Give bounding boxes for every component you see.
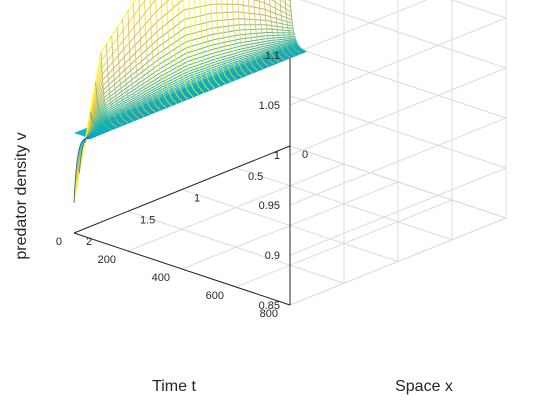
mesh-rib (274, 0, 291, 59)
mesh-rib (264, 0, 280, 63)
mesh-rib (138, 0, 156, 113)
mesh-rib (199, 0, 215, 89)
x-tick-label: 0 (302, 149, 308, 161)
mesh-rib (215, 0, 231, 83)
surface-mesh (73, 0, 307, 204)
mesh-rib (253, 0, 269, 67)
mesh-rib (106, 43, 123, 126)
t-tick-label: 400 (152, 272, 170, 284)
mesh-line (75, 0, 292, 177)
mesh-rib (210, 0, 226, 85)
z-tick-label: 0.9 (265, 250, 280, 262)
mesh-rib (127, 11, 145, 117)
z-tick-label: 0.85 (259, 300, 280, 312)
mesh-rib (166, 0, 183, 102)
mesh-rib (232, 0, 248, 76)
mesh-line (74, 0, 292, 188)
mesh-line (74, 0, 292, 182)
axes-grid (73, 0, 507, 306)
mesh-rib (161, 0, 177, 104)
mesh-rib (84, 132, 102, 143)
mesh-rib (89, 112, 107, 133)
tick-labels: 0.85 0.9 0.95 1 1.05 1.1 0 200 400 600 800 0 0.5 1 1.5… (56, 50, 308, 320)
mesh-line (73, 0, 291, 195)
z-tick-label: 1.05 (259, 100, 280, 112)
grid-line (289, 217, 507, 306)
mesh-rib (258, 0, 275, 65)
mesh-rib (188, 0, 204, 93)
mesh-rib (172, 0, 188, 100)
mesh-rib (79, 135, 96, 173)
grid-line (235, 199, 453, 288)
t-tick-label: 200 (98, 254, 116, 266)
mesh-rib (204, 0, 221, 87)
x-axis-label: Space x (395, 378, 453, 395)
x-tick-label: 2 (86, 236, 92, 248)
mesh-rib (242, 0, 258, 72)
mesh-rib (122, 19, 140, 120)
mesh-rib (116, 27, 134, 122)
t-tick-label: 0 (56, 236, 62, 248)
x-tick-label: 1.5 (140, 214, 155, 226)
t-axis-label: Time t (152, 378, 196, 395)
x-tick-label: 1 (194, 193, 200, 205)
mesh-rib (183, 0, 199, 96)
mesh-rib (177, 0, 194, 98)
x-tick-label: 0.5 (248, 171, 263, 183)
mesh-line (73, 0, 137, 204)
grid-line (127, 163, 345, 252)
mesh-rib (279, 0, 296, 57)
mesh-rib (155, 0, 172, 106)
axis-line (73, 145, 291, 234)
mesh-rib (133, 3, 150, 115)
mesh-rib (100, 52, 118, 128)
grid-line (450, 0, 507, 19)
mesh-rib (73, 138, 91, 204)
t-tick-label: 800 (260, 308, 278, 320)
mesh-rib (289, 0, 307, 52)
mesh-rib (149, 0, 167, 109)
t-tick-label: 600 (206, 290, 224, 302)
mesh-rib (226, 0, 242, 78)
mesh-rib (221, 0, 237, 80)
axis-line (73, 232, 291, 306)
z-tick-label: 1.1 (265, 50, 280, 62)
mesh-rib (237, 0, 253, 74)
mesh-rib (144, 0, 161, 111)
mesh-rib (248, 0, 264, 70)
z-tick-label: 0.95 (259, 200, 280, 212)
mesh-rib (284, 0, 302, 54)
mesh-rib (194, 0, 210, 91)
mesh-rib (269, 0, 285, 61)
z-tick-label: 1 (274, 150, 280, 162)
mesh-rib (111, 35, 129, 124)
mesh-rib (95, 82, 113, 131)
z-axis-label: predator density v (13, 132, 30, 259)
